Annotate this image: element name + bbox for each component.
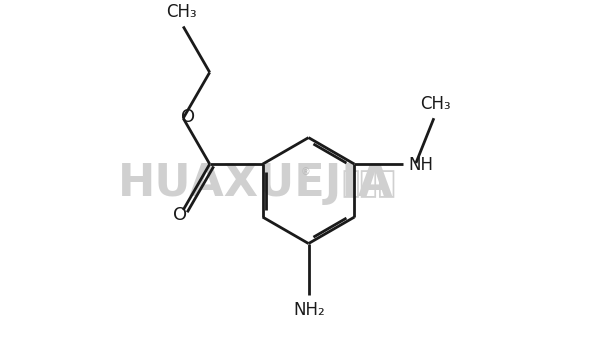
Text: NH: NH (409, 156, 433, 174)
Text: CH₃: CH₃ (166, 3, 197, 21)
Text: CH₃: CH₃ (420, 95, 451, 114)
Text: ®: ® (300, 167, 310, 177)
Text: O: O (181, 108, 195, 126)
Text: NH₂: NH₂ (293, 301, 325, 319)
Text: 化学加: 化学加 (341, 169, 396, 198)
Text: O: O (173, 206, 188, 224)
Text: HUAXUEJIA: HUAXUEJIA (118, 162, 394, 205)
